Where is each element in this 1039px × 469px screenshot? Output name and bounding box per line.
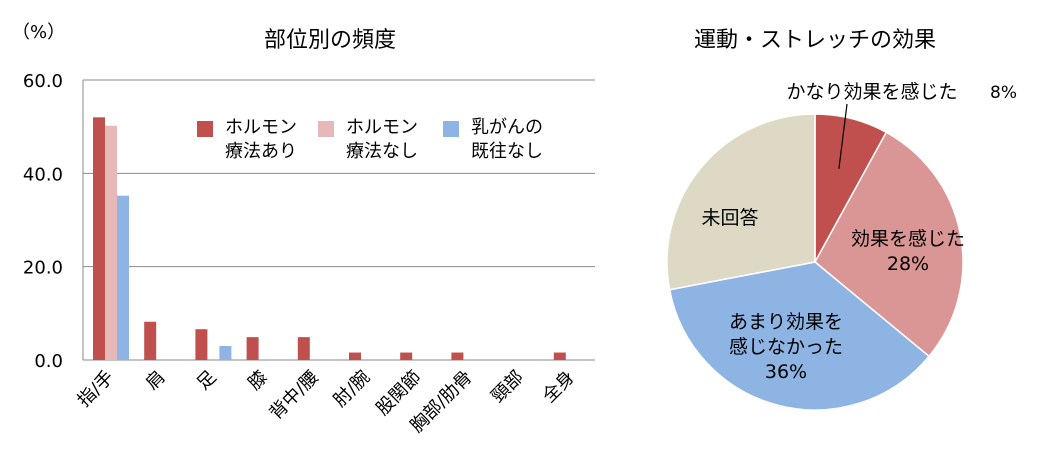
bar — [297, 337, 310, 360]
y-tick-label: 0.0 — [34, 351, 63, 372]
pie-label: かなり効果を感じた — [786, 81, 957, 103]
pie-slice — [668, 261, 931, 411]
bar — [195, 329, 208, 360]
y-tick-label: 60.0 — [23, 71, 63, 92]
x-tick-label: 膝 — [244, 367, 272, 395]
bar — [219, 346, 232, 360]
pie-slice — [666, 113, 816, 291]
x-tick-label: 背中/腰 — [266, 367, 323, 424]
bar — [117, 195, 129, 360]
bar — [349, 352, 361, 360]
bar-chart: 部位別の頻度 （%） 60.0 40.0 20.0 0.0 指/手肩足膝背中/腰 肘/腕… — [12, 22, 595, 437]
legend-swatch — [318, 121, 334, 137]
x-tick-label: 全身 — [539, 367, 579, 407]
bar — [144, 321, 157, 360]
bar-grid — [82, 79, 595, 361]
bar — [246, 337, 259, 360]
x-tick-label: 肘/腕 — [330, 367, 375, 412]
y-tick-label: 40.0 — [23, 164, 63, 185]
x-tick-label: 足 — [193, 367, 221, 395]
pie-chart-title: 運動・ストレッチの効果 — [694, 28, 936, 53]
bar — [400, 352, 413, 360]
pie-label: あまり効果を感じなかった 36% — [729, 311, 843, 383]
bar-marks — [93, 117, 566, 360]
legend-swatch — [443, 121, 459, 137]
leader-line — [838, 103, 848, 169]
x-tick-label: 指/手 — [74, 367, 119, 412]
legend-swatch — [197, 121, 213, 137]
legend-label: 乳がんの既往なし — [471, 117, 543, 162]
x-tick-labels: 指/手肩足膝背中/腰 肘/腕股関節胸部/肋骨 頸部 全身 — [74, 367, 579, 437]
pie-slices — [666, 113, 964, 411]
pie-chart: 運動・ストレッチの効果 かなり効果を感じた 8% 効果を感じた 28%あまり効果を感じ… — [666, 28, 1017, 411]
pie-label: 効果を感じた 28% — [851, 228, 965, 275]
bar — [451, 352, 464, 360]
bar — [93, 117, 105, 360]
legend-label: ホルモン療法あり — [225, 117, 297, 162]
y-tick-label: 20.0 — [23, 258, 63, 279]
pie-label: 未回答 — [701, 207, 758, 229]
bar-chart-title: 部位別の頻度 — [264, 28, 396, 53]
pie-slice — [814, 131, 964, 358]
x-tick-label: 肩 — [142, 367, 170, 395]
x-tick-label: 頸部 — [487, 367, 527, 407]
legend-label: ホルモン療法なし — [346, 117, 418, 162]
bar — [553, 352, 566, 360]
y-axis-unit-label: （%） — [12, 22, 65, 43]
pie-labels: かなり効果を感じた 8% 効果を感じた 28%あまり効果を感じなかった 36% 未回答 — [701, 81, 1016, 383]
bar-legend: ホルモン療法あり ホルモン療法なし 乳がんの既往なし — [197, 117, 543, 162]
y-tick-labels: 60.0 40.0 20.0 0.0 — [23, 71, 63, 372]
pie-pct: 8% — [990, 83, 1017, 103]
bar — [105, 125, 117, 360]
